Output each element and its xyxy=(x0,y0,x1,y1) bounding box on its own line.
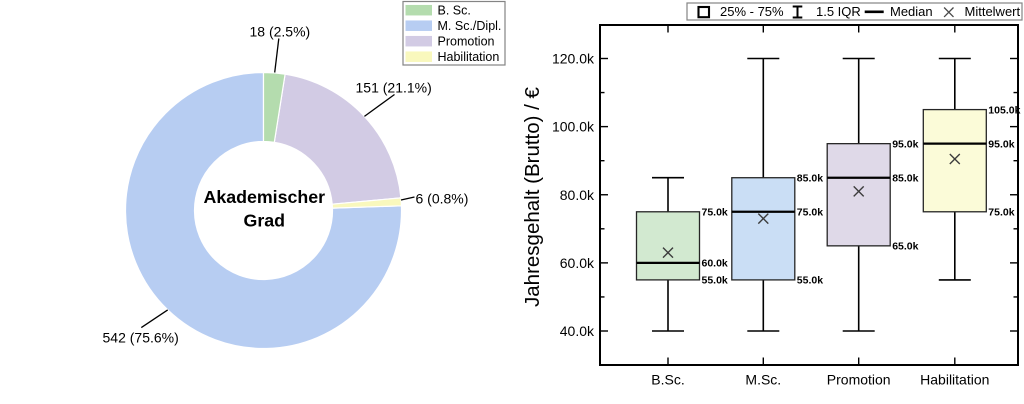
svg-text:Jahresgehalt (Brutto) / €: Jahresgehalt (Brutto) / € xyxy=(521,86,544,307)
svg-text:60.0k: 60.0k xyxy=(702,258,728,270)
svg-text:M. Sc./Dipl.: M. Sc./Dipl. xyxy=(438,19,502,33)
svg-text:105.0k: 105.0k xyxy=(988,104,1020,116)
svg-text:542 (75.6%): 542 (75.6%) xyxy=(103,330,179,346)
svg-text:75.0k: 75.0k xyxy=(988,207,1014,219)
svg-text:75.0k: 75.0k xyxy=(797,207,823,219)
svg-text:75.0k: 75.0k xyxy=(702,207,728,219)
svg-text:151 (21.1%): 151 (21.1%) xyxy=(356,80,432,96)
svg-text:120.0k: 120.0k xyxy=(552,51,595,67)
svg-text:55.0k: 55.0k xyxy=(702,275,728,287)
svg-text:60.0k: 60.0k xyxy=(560,255,595,271)
svg-text:Promotion: Promotion xyxy=(827,372,891,388)
svg-text:95.0k: 95.0k xyxy=(892,138,918,150)
svg-text:M.Sc.: M.Sc. xyxy=(745,372,781,388)
svg-text:65.0k: 65.0k xyxy=(892,241,918,253)
svg-text:Mittelwert: Mittelwert xyxy=(965,4,1021,19)
svg-text:Grad: Grad xyxy=(244,211,286,231)
svg-text:18 (2.5%): 18 (2.5%) xyxy=(250,24,311,40)
svg-text:Akademischer: Akademischer xyxy=(204,187,326,207)
svg-text:85.0k: 85.0k xyxy=(892,173,918,185)
svg-text:80.0k: 80.0k xyxy=(560,187,595,203)
svg-text:55.0k: 55.0k xyxy=(797,275,823,287)
svg-text:B.Sc.: B.Sc. xyxy=(651,372,684,388)
svg-text:1.5 IQR: 1.5 IQR xyxy=(816,4,861,19)
svg-text:100.0k: 100.0k xyxy=(552,119,595,135)
svg-text:Habilitation: Habilitation xyxy=(438,50,500,64)
svg-text:Median: Median xyxy=(890,4,933,19)
svg-text:85.0k: 85.0k xyxy=(797,173,823,185)
svg-text:Promotion: Promotion xyxy=(438,34,495,48)
svg-text:40.0k: 40.0k xyxy=(560,323,595,339)
svg-text:Habilitation: Habilitation xyxy=(920,372,989,388)
svg-text:25% - 75%: 25% - 75% xyxy=(720,4,784,19)
svg-text:6 (0.8%): 6 (0.8%) xyxy=(416,191,469,207)
svg-text:B. Sc.: B. Sc. xyxy=(438,3,471,17)
svg-text:95.0k: 95.0k xyxy=(988,138,1014,150)
